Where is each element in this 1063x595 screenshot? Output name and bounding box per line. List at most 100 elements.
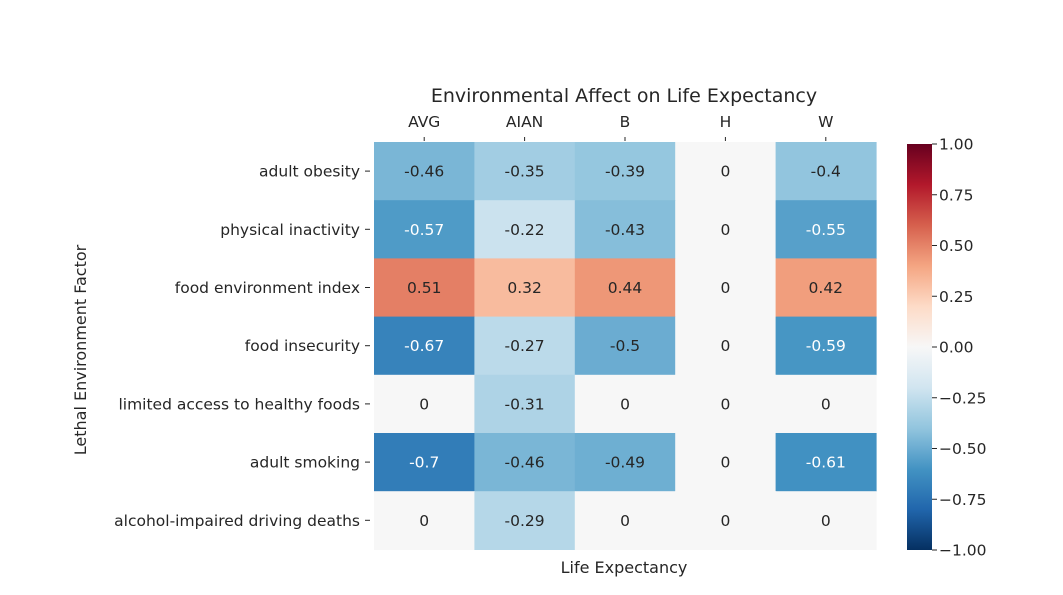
cell-value-label: 0.51 — [407, 279, 442, 297]
heatmap-cell-physical-inactivity-aian — [474, 200, 576, 259]
row-tick-label-food-environment-index: food environment index — [175, 279, 360, 297]
cell-value-label: 0.42 — [809, 279, 844, 297]
heatmap-cell-food-insecurity-aian — [474, 316, 576, 376]
cell-value-label: 0 — [720, 395, 730, 413]
heatmap-cell-adult-smoking-h — [675, 433, 777, 492]
heatmap-cell-limited-access-to-healthy-foods-avg — [374, 374, 475, 434]
heatmap-cell-limited-access-to-healthy-foods-h — [675, 374, 777, 434]
cell-value-label: -0.57 — [404, 221, 444, 239]
row-tick-label-food-insecurity: food insecurity — [245, 337, 360, 355]
cell-value-label: -0.4 — [811, 163, 841, 181]
cell-value-label: 0 — [720, 337, 730, 355]
heatmap-cell-food-insecurity-h — [675, 316, 777, 376]
heatmap-cell-adult-obesity-aian — [474, 142, 576, 201]
cell-value-label: 0 — [720, 279, 730, 297]
heatmap-cell-adult-obesity-avg — [374, 142, 475, 201]
heatmap-cell-food-insecurity-avg — [374, 316, 475, 376]
cell-value-label: -0.7 — [409, 454, 439, 472]
colorbar-tick-label: −0.75 — [939, 491, 987, 509]
x-axis-label: Life Expectancy — [561, 558, 688, 577]
cell-value-label: -0.61 — [806, 454, 846, 472]
heatmap-cell-labels: -0.46 -0.35 -0.39 0 -0.4 -0.57 -0.22 -0.43 0 -0.5… — [404, 163, 846, 530]
heatmap-cell-food-environment-index-aian — [474, 258, 576, 318]
column-tick-label-h: H — [720, 113, 732, 131]
cell-value-label: 0 — [720, 454, 730, 472]
cell-value-label: 0 — [419, 395, 429, 413]
cell-value-label: 0.44 — [608, 279, 643, 297]
cell-value-label: 0 — [620, 512, 630, 530]
y-axis-label: Lethal Environment Factor — [71, 244, 90, 455]
heatmap-cell-adult-smoking-w — [775, 433, 877, 492]
cell-value-label: 0 — [720, 512, 730, 530]
row-tick-label-physical-inactivity: physical inactivity — [220, 221, 360, 239]
column-tick-labels: AVG AIAN B H W — [408, 113, 833, 141]
heatmap-cell-food-environment-index-w — [775, 258, 877, 318]
cell-value-label: 0 — [720, 221, 730, 239]
heatmap-cell-alcohol-impaired-driving-deaths-b — [574, 491, 676, 550]
cell-value-label: -0.55 — [806, 221, 846, 239]
cell-value-label: 0 — [821, 395, 831, 413]
heatmap-cell-food-insecurity-w — [775, 316, 877, 376]
column-tick-label-w: W — [818, 113, 833, 131]
heatmap-cell-alcohol-impaired-driving-deaths-avg — [374, 491, 475, 550]
heatmap-cell-adult-obesity-h — [675, 142, 777, 201]
row-tick-label-adult-obesity: adult obesity — [259, 163, 360, 181]
cell-value-label: 0 — [821, 512, 831, 530]
row-tick-label-alcohol-impaired-driving-deaths: alcohol-impaired driving deaths — [114, 512, 360, 530]
colorbar-tick-label: 0.00 — [939, 339, 974, 357]
cell-value-label: -0.5 — [610, 337, 640, 355]
colorbar-tick-label: 0.25 — [939, 288, 974, 306]
heatmap-cell-adult-obesity-b — [574, 142, 676, 201]
cell-value-label: -0.67 — [404, 337, 444, 355]
heatmap-cell-food-environment-index-b — [574, 258, 676, 318]
colorbar-tick-label: 0.75 — [939, 186, 974, 204]
colorbar-tick-label: −1.00 — [939, 542, 987, 560]
colorbar — [907, 144, 932, 550]
heatmap-cells — [374, 142, 877, 550]
row-tick-label-adult-smoking: adult smoking — [250, 454, 360, 472]
heatmap-cell-adult-obesity-w — [775, 142, 877, 201]
cell-value-label: -0.29 — [505, 512, 545, 530]
heatmap-cell-alcohol-impaired-driving-deaths-aian — [474, 491, 576, 550]
colorbar-ticks: 1.00 0.75 0.50 0.25 0.00 −0.25 −0.50 −0.75 −1.00 — [932, 136, 987, 560]
heatmap-cell-adult-smoking-aian — [474, 433, 576, 492]
heatmap-cell-alcohol-impaired-driving-deaths-w — [775, 491, 877, 550]
cell-value-label: -0.43 — [605, 221, 645, 239]
heatmap-cell-food-environment-index-avg — [374, 258, 475, 318]
cell-value-label: 0.32 — [507, 279, 542, 297]
cell-value-label: -0.27 — [505, 337, 545, 355]
heatmap-cell-physical-inactivity-avg — [374, 200, 475, 259]
colorbar-tick-label: −0.50 — [939, 440, 987, 458]
heatmap-cell-physical-inactivity-b — [574, 200, 676, 259]
chart-title: Environmental Affect on Life Expectancy — [431, 85, 817, 107]
row-tick-labels: adult obesity physical inactivity food env… — [114, 163, 370, 530]
column-tick-label-aian: AIAN — [506, 113, 543, 131]
cell-value-label: -0.59 — [806, 337, 846, 355]
colorbar-tick-label: 1.00 — [939, 136, 974, 154]
column-tick-label-avg: AVG — [408, 113, 440, 131]
column-tick-label-b: B — [620, 113, 631, 131]
cell-value-label: -0.35 — [505, 163, 545, 181]
cell-value-label: -0.31 — [505, 395, 545, 413]
row-tick-label-limited-access-to-healthy-foods: limited access to healthy foods — [118, 395, 360, 413]
cell-value-label: 0 — [620, 395, 630, 413]
heatmap-cell-limited-access-to-healthy-foods-b — [574, 374, 676, 434]
cell-value-label: 0 — [720, 163, 730, 181]
heatmap-cell-alcohol-impaired-driving-deaths-h — [675, 491, 777, 550]
cell-value-label: -0.46 — [404, 163, 444, 181]
cell-value-label: -0.49 — [605, 454, 645, 472]
cell-value-label: -0.22 — [505, 221, 545, 239]
heatmap-cell-adult-smoking-b — [574, 433, 676, 492]
colorbar-tick-label: 0.50 — [939, 237, 974, 255]
heatmap-cell-food-insecurity-b — [574, 316, 676, 376]
cell-value-label: -0.46 — [505, 454, 545, 472]
heatmap-cell-physical-inactivity-h — [675, 200, 777, 259]
heatmap-cell-adult-smoking-avg — [374, 433, 475, 492]
heatmap-cell-physical-inactivity-w — [775, 200, 877, 259]
heatmap-cell-limited-access-to-healthy-foods-aian — [474, 374, 576, 434]
colorbar-tick-label: −0.25 — [939, 389, 987, 407]
cell-value-label: 0 — [419, 512, 429, 530]
heatmap-cell-food-environment-index-h — [675, 258, 777, 318]
